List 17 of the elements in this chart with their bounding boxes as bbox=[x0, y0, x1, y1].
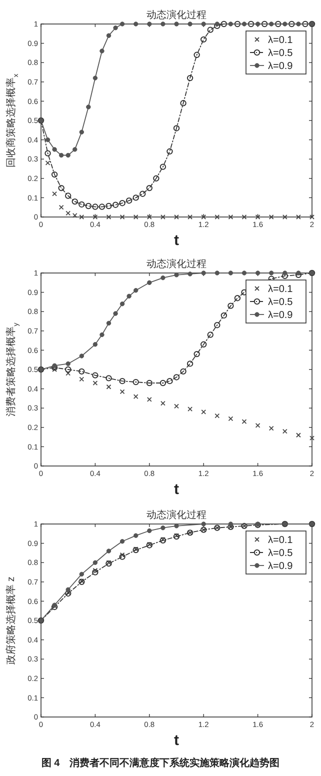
legend-label: λ=0.9 bbox=[268, 310, 294, 321]
chart-title: 动态演化过程 bbox=[146, 9, 206, 21]
legend-label: λ=0.9 bbox=[268, 561, 294, 572]
caption: 图 4 消费者不同不满意度下系统实施策略演化趋势图 bbox=[41, 757, 280, 769]
y-axis-title: 政府策略选择概率 z bbox=[5, 576, 17, 664]
x-axis-title: t bbox=[174, 732, 179, 749]
legend-label: λ=0.5 bbox=[268, 48, 294, 59]
x-axis-title: t bbox=[174, 481, 179, 498]
legend-label: λ=0.9 bbox=[268, 61, 294, 72]
legend-label: λ=0.1 bbox=[268, 35, 294, 46]
chart-title: 动态演化过程 bbox=[146, 258, 206, 270]
x-axis-title: t bbox=[174, 232, 179, 249]
legend-label: λ=0.1 bbox=[268, 284, 294, 295]
chart-title: 动态演化过程 bbox=[146, 509, 206, 521]
legend-label: λ=0.1 bbox=[268, 535, 294, 546]
legend-label: λ=0.5 bbox=[268, 548, 294, 559]
legend-label: λ=0.5 bbox=[268, 297, 294, 308]
